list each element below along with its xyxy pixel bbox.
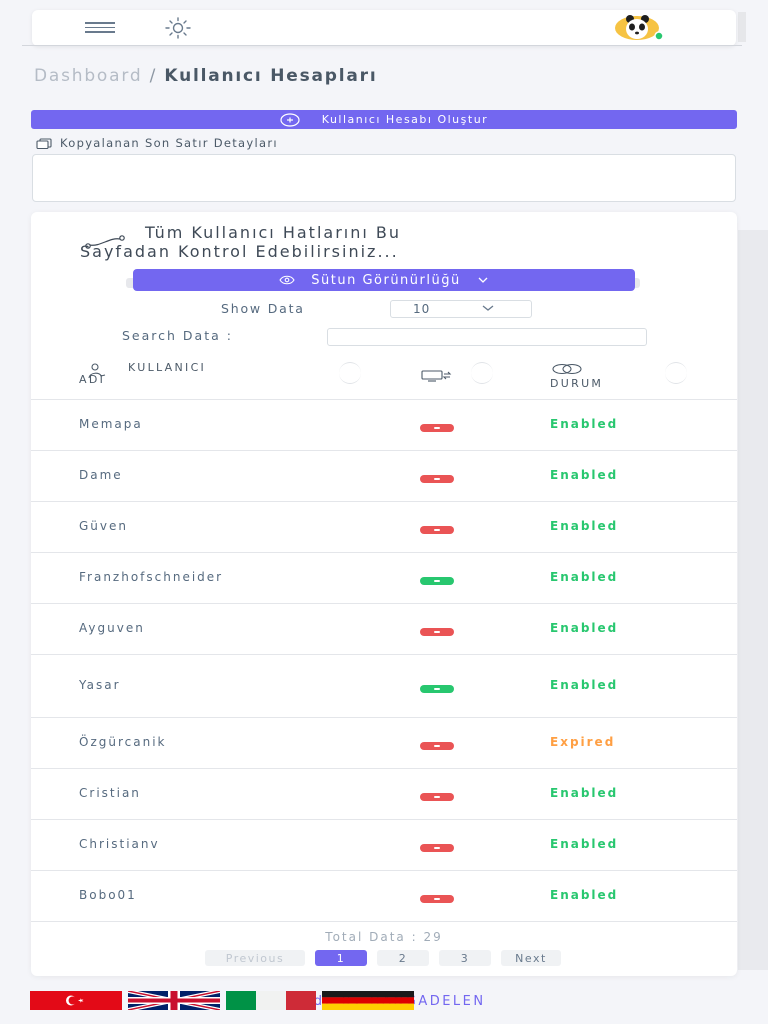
column-header-line[interactable] (420, 368, 454, 385)
navbar-divider (22, 45, 742, 46)
copied-row-details-box[interactable] (32, 154, 736, 202)
search-input[interactable] (327, 328, 647, 346)
table-row[interactable]: Bobo01 Enabled (31, 871, 737, 922)
column-header-status-label: DURUM (550, 377, 604, 390)
sort-toggle-status[interactable] (665, 362, 687, 384)
column-visibility-label: Sütun Görünürlüğü (311, 272, 461, 288)
chevron-down-icon (478, 277, 488, 283)
sort-toggle-username[interactable] (339, 362, 361, 384)
column-header-username-line2: ADI (79, 373, 106, 386)
total-data: Total Data : 29 (325, 930, 443, 944)
copy-section-label: Kopyalanan Son Satır Detayları (36, 136, 278, 150)
status-badge: Enabled (550, 678, 619, 692)
username-cell: Franzhofschneider (79, 570, 224, 584)
column-header-username-line1: KULLANICI (128, 361, 207, 374)
username-cell: Bobo01 (79, 888, 137, 902)
show-data-select[interactable]: 10 (390, 300, 532, 318)
table-row[interactable]: Franzhofschneider Enabled (31, 553, 737, 604)
route-icon (85, 235, 125, 249)
show-data-label: Show Data (221, 301, 305, 316)
column-header-username[interactable]: KULLANICI ADI (79, 362, 206, 386)
status-badge: Enabled (550, 888, 619, 902)
table-row[interactable]: Cristian Enabled (31, 769, 737, 820)
pagination-previous[interactable]: Previous (205, 950, 305, 966)
line-status-icon (420, 895, 454, 903)
username-cell: Christianv (79, 837, 160, 851)
turkish-flag-icon[interactable] (30, 991, 122, 1010)
pagination: Previous 1 2 3 Next (205, 950, 561, 966)
user-avatar[interactable] (615, 15, 665, 41)
uk-flag-icon[interactable] (128, 991, 220, 1010)
side-shade (738, 230, 768, 970)
username-cell: Dame (79, 468, 123, 482)
column-visibility-button[interactable]: Sütun Görünürlüğü (133, 269, 635, 291)
show-data-value: 10 (413, 302, 431, 316)
table-row[interactable]: Yasar Enabled (31, 655, 737, 718)
status-badge: Enabled (550, 468, 619, 482)
line-status-icon (420, 526, 454, 534)
line-status-icon (420, 793, 454, 801)
side-shade-top (738, 12, 746, 42)
pagination-page-3[interactable]: 3 (439, 950, 491, 966)
status-badge: Enabled (550, 519, 619, 533)
status-badge: Expired (550, 735, 616, 749)
status-badge: Enabled (550, 621, 619, 635)
copy-icon (36, 137, 52, 149)
username-cell: Yasar (79, 678, 121, 692)
status-badge: Enabled (550, 786, 619, 800)
link-icon (552, 363, 582, 375)
plus-circle-icon (280, 112, 300, 127)
line-status-icon (420, 424, 454, 432)
users-card: Tüm Kullanıcı Hatlarını Bu Sayfadan Kont… (31, 212, 737, 976)
table-row[interactable]: Memapa Enabled (31, 400, 737, 451)
line-status-icon (420, 844, 454, 852)
table-row[interactable]: Ayguven Enabled (31, 604, 737, 655)
breadcrumb: Dashboard / Kullanıcı Hesapları (34, 66, 378, 86)
line-status-icon (420, 577, 454, 585)
username-cell: Ayguven (79, 621, 145, 635)
sort-toggle-line[interactable] (471, 362, 493, 384)
italian-flag-icon[interactable] (226, 991, 316, 1010)
breadcrumb-root[interactable]: Dashboard (34, 66, 143, 86)
copy-section-text: Kopyalanan Son Satır Detayları (60, 136, 278, 150)
create-account-button[interactable]: Kullanıcı Hesabı Oluştur (31, 110, 737, 129)
table-row[interactable]: Dame Enabled (31, 451, 737, 502)
line-status-icon (420, 475, 454, 483)
table-row[interactable]: Christianv Enabled (31, 820, 737, 871)
page-title: Kullanıcı Hesapları (164, 66, 378, 86)
sun-icon[interactable] (158, 17, 198, 39)
line-status-icon (420, 628, 454, 636)
german-flag-icon[interactable] (322, 991, 414, 1010)
pagination-next[interactable]: Next (501, 950, 561, 966)
card-title: Tüm Kullanıcı Hatlarını Bu Sayfadan Kont… (79, 223, 639, 261)
card-title-line1: Tüm Kullanıcı Hatlarını Bu (145, 223, 402, 242)
username-cell: Memapa (79, 417, 143, 431)
table-row[interactable]: Güven Enabled (31, 502, 737, 553)
line-status-icon (420, 685, 454, 693)
monitor-sync-icon (421, 370, 452, 382)
status-badge: Enabled (550, 417, 619, 431)
user-route-icon (88, 363, 106, 379)
status-badge: Enabled (550, 570, 619, 584)
username-cell: Özgürcanik (79, 735, 167, 749)
eye-icon (279, 275, 295, 285)
breadcrumb-separator: / (149, 66, 158, 86)
table-row[interactable]: Özgürcanik Expired (31, 718, 737, 769)
menu-icon[interactable] (85, 22, 115, 34)
username-cell: Cristian (79, 786, 141, 800)
card-title-line2: Sayfadan Kontrol Edebilirsiniz... (80, 242, 399, 261)
status-badge: Enabled (550, 837, 619, 851)
search-data-label: Search Data : (122, 328, 233, 343)
line-status-icon (420, 742, 454, 750)
pagination-page-1[interactable]: 1 (315, 950, 367, 966)
table-header-divider (31, 399, 737, 400)
column-header-status[interactable]: DURUM (550, 363, 603, 390)
create-account-label: Kullanıcı Hesabı Oluştur (321, 113, 489, 126)
username-cell: Güven (79, 519, 128, 533)
top-navbar (32, 10, 736, 46)
pagination-page-2[interactable]: 2 (377, 950, 429, 966)
chevron-down-icon (482, 305, 494, 311)
